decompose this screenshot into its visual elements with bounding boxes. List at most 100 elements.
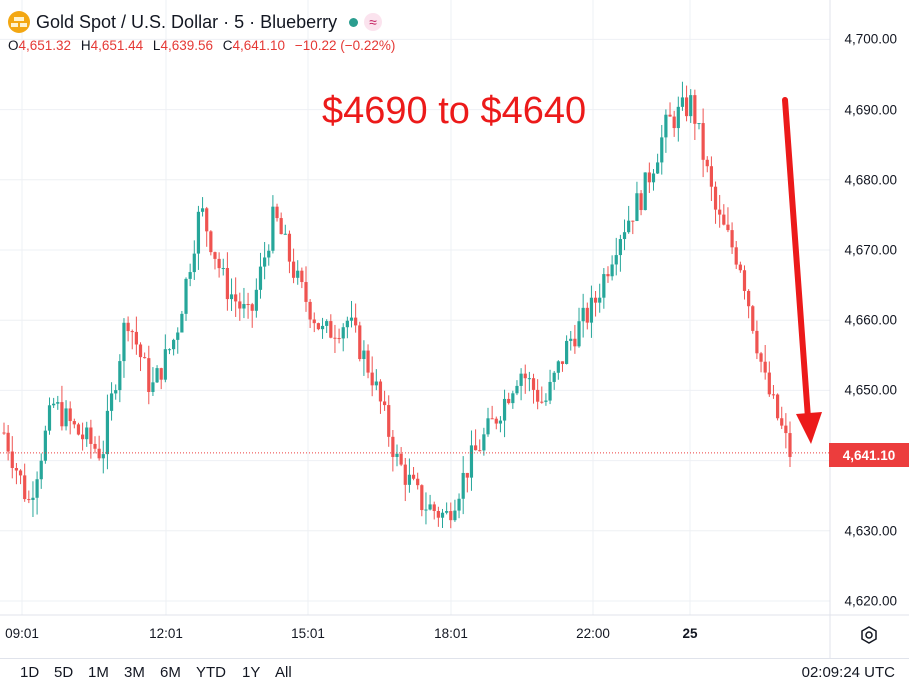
candle-body[interactable] (478, 450, 482, 452)
candle-body[interactable] (246, 304, 250, 306)
candle-body[interactable] (469, 445, 474, 478)
candle-body[interactable] (432, 504, 436, 512)
candle-body[interactable] (718, 209, 722, 215)
candle-body[interactable] (428, 504, 432, 510)
candle-body[interactable] (10, 451, 14, 469)
candle-body[interactable] (304, 282, 308, 302)
candle-body[interactable] (333, 337, 337, 339)
candle-body[interactable] (337, 338, 341, 340)
candle-body[interactable] (548, 381, 552, 401)
candle-body[interactable] (81, 434, 85, 440)
candle-body[interactable] (188, 272, 192, 279)
candle-body[interactable] (101, 454, 105, 459)
candle-body[interactable] (668, 114, 672, 117)
candle-body[interactable] (784, 425, 788, 434)
candle-body[interactable] (457, 498, 461, 511)
candle-body[interactable] (544, 400, 548, 402)
candle-body[interactable] (755, 330, 759, 354)
candle-body[interactable] (606, 274, 610, 277)
candle-body[interactable] (341, 327, 345, 339)
candle-body[interactable] (93, 443, 97, 449)
candle-body[interactable] (581, 307, 585, 322)
range-3m-button[interactable]: 3M (124, 664, 145, 681)
candle-body[interactable] (395, 453, 399, 457)
candle-body[interactable] (780, 418, 784, 426)
candle-body[interactable] (577, 321, 581, 347)
candle-body[interactable] (291, 261, 296, 278)
candle-body[interactable] (56, 402, 60, 404)
candle-body[interactable] (573, 338, 577, 347)
candle-body[interactable] (109, 393, 114, 411)
candle-body[interactable] (738, 264, 742, 271)
candle-body[interactable] (742, 270, 747, 291)
candle-body[interactable] (523, 373, 527, 379)
candle-body[interactable] (68, 408, 72, 422)
chart-settings-icon[interactable] (858, 624, 880, 646)
candle-body[interactable] (705, 159, 709, 167)
candle-body[interactable] (387, 405, 391, 437)
candle-body[interactable] (114, 390, 118, 394)
candle-body[interactable] (89, 427, 93, 444)
candle-body[interactable] (209, 231, 213, 253)
candle-body[interactable] (656, 162, 660, 174)
candle-body[interactable] (647, 172, 651, 183)
candle-body[interactable] (167, 349, 172, 351)
candle-body[interactable] (267, 250, 271, 258)
candle-body[interactable] (639, 193, 643, 211)
candle-body[interactable] (60, 402, 64, 427)
candle-body[interactable] (39, 460, 43, 480)
candle-body[interactable] (35, 479, 39, 498)
candle-body[interactable] (354, 317, 358, 326)
candle-body[interactable] (279, 218, 283, 235)
candle-body[interactable] (722, 214, 726, 225)
candle-body[interactable] (734, 247, 738, 265)
candle-body[interactable] (362, 350, 366, 360)
candle-body[interactable] (726, 224, 730, 231)
range-1m-button[interactable]: 1M (88, 664, 109, 681)
candle-body[interactable] (151, 382, 155, 392)
candle-body[interactable] (184, 278, 188, 314)
candle-body[interactable] (767, 372, 771, 395)
candle-body[interactable] (540, 401, 544, 403)
candle-body[interactable] (519, 373, 523, 386)
candle-body[interactable] (382, 401, 387, 406)
candle-body[interactable] (147, 358, 151, 392)
candle-body[interactable] (482, 434, 486, 451)
candle-body[interactable] (138, 344, 143, 358)
candle-body[interactable] (709, 166, 713, 187)
candle-body[interactable] (585, 307, 589, 323)
candle-body[interactable] (560, 361, 565, 364)
candle-body[interactable] (213, 252, 217, 259)
candle-body[interactable] (763, 361, 767, 373)
candle-body[interactable] (602, 274, 606, 298)
candle-body[interactable] (205, 208, 209, 232)
candle-body[interactable] (788, 433, 792, 457)
candle-body[interactable] (502, 398, 507, 421)
wave-icon[interactable]: ≈ (364, 13, 382, 31)
candle-body[interactable] (217, 258, 221, 269)
candle-body[interactable] (676, 106, 680, 129)
candle-body[interactable] (490, 418, 494, 420)
candle-body[interactable] (345, 320, 349, 328)
candle-body[interactable] (349, 317, 354, 321)
candle-body[interactable] (229, 294, 234, 300)
candle-body[interactable] (552, 372, 556, 382)
candle-body[interactable] (287, 233, 292, 262)
candle-body[interactable] (536, 389, 540, 402)
candle-body[interactable] (622, 232, 627, 240)
range-6m-button[interactable]: 6M (160, 664, 181, 681)
candle-body[interactable] (399, 453, 403, 465)
candle-body[interactable] (684, 97, 689, 117)
candle-body[interactable] (250, 304, 254, 311)
candle-body[interactable] (176, 332, 180, 340)
candle-body[interactable] (416, 478, 420, 486)
candle-body[interactable] (449, 511, 453, 521)
candle-body[interactable] (263, 257, 267, 267)
candle-body[interactable] (76, 424, 81, 435)
candle-body[interactable] (300, 270, 304, 283)
candle-body[interactable] (163, 349, 167, 380)
candle-body[interactable] (672, 116, 676, 129)
candle-body[interactable] (31, 497, 35, 500)
candle-body[interactable] (143, 357, 147, 359)
